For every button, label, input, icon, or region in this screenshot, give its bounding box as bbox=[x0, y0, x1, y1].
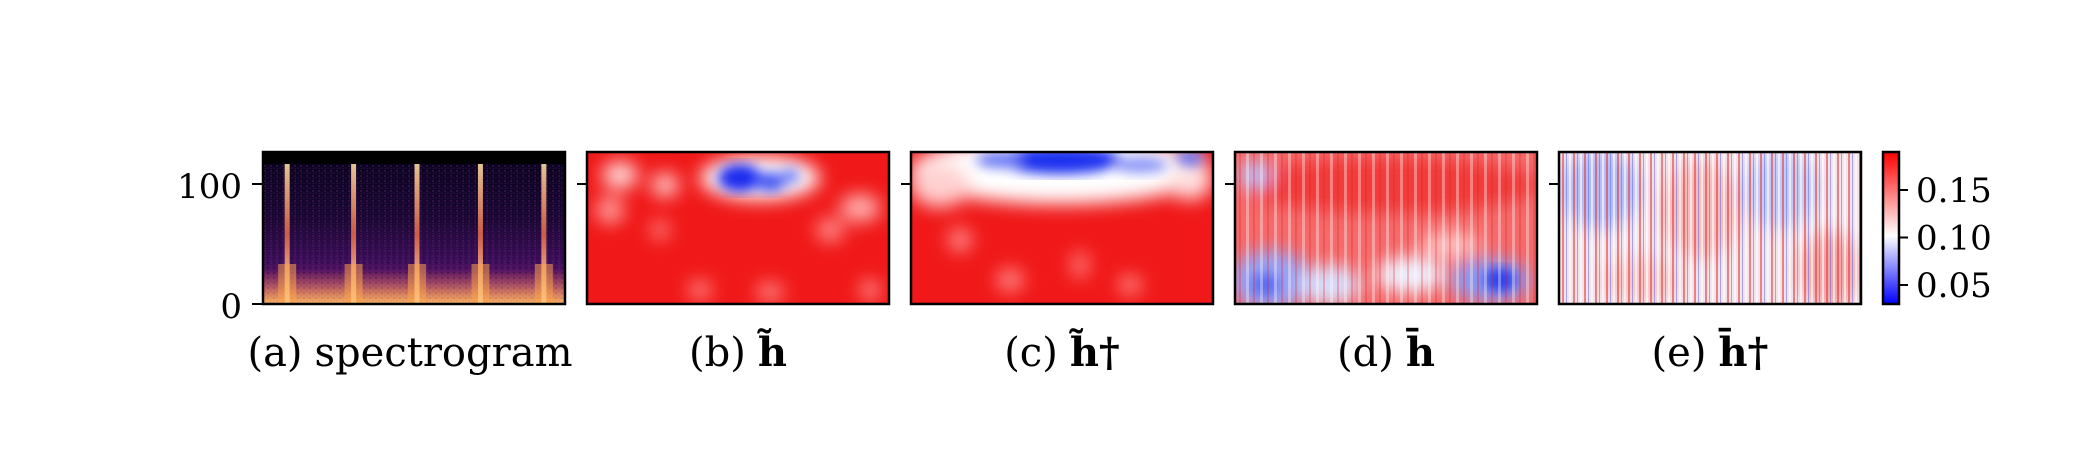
panel-h-bar-frame bbox=[1233, 150, 1539, 306]
caption-c-symbol: h̃† bbox=[1069, 329, 1120, 376]
panel-h-tilde-dagger bbox=[911, 152, 1213, 304]
colorbar-tick-label: 0.10 bbox=[1916, 219, 1992, 259]
panel-h-bar-dagger bbox=[1559, 152, 1861, 304]
caption-e-prefix: (e) bbox=[1651, 330, 1707, 376]
caption-e-symbol: h̄† bbox=[1718, 329, 1769, 376]
spectrogram-onset-glow-4 bbox=[471, 264, 490, 304]
spectrogram-onset-4 bbox=[477, 164, 483, 304]
spectrogram-onset-3 bbox=[414, 164, 420, 304]
spectrogram-onset-5 bbox=[541, 164, 547, 304]
caption-d: (d) h̄ bbox=[1236, 328, 1536, 378]
caption-c: (c) h̃† bbox=[912, 328, 1212, 378]
panel-spectrogram-frame bbox=[261, 150, 567, 306]
ytick-100-label: 100 bbox=[177, 167, 242, 207]
panel-spectrogram bbox=[263, 152, 565, 304]
spectrogram-onset-2 bbox=[351, 164, 357, 304]
colorbar-frame bbox=[1881, 150, 1901, 306]
panel-h-tilde-frame bbox=[585, 150, 891, 306]
panel-h-tilde bbox=[587, 152, 889, 304]
caption-b-symbol: h̃ bbox=[757, 329, 787, 376]
colorbar-tick-label: 0.05 bbox=[1916, 266, 1992, 306]
ytick-0-label: 0 bbox=[220, 287, 242, 327]
spectrogram-onset-glow-2 bbox=[344, 264, 363, 304]
panel-h-bar bbox=[1235, 152, 1537, 304]
caption-b: (b) h̃ bbox=[588, 328, 888, 378]
caption-a: (a) spectrogram bbox=[220, 328, 600, 378]
caption-a-symbol: spectrogram bbox=[314, 330, 573, 376]
panel-h-bar-dagger-frame bbox=[1557, 150, 1863, 306]
spectrogram-onset-glow-3 bbox=[408, 264, 427, 304]
spectrogram-onset-glow-5 bbox=[534, 264, 553, 304]
panel-h-tilde-dagger-frame bbox=[909, 150, 1215, 306]
caption-d-symbol: h̄ bbox=[1405, 329, 1435, 376]
colorbar: 0.05 0.10 0.15 bbox=[1881, 150, 1992, 306]
spectrogram-onset-1 bbox=[284, 164, 290, 304]
caption-d-prefix: (d) bbox=[1337, 330, 1394, 376]
caption-b-prefix: (b) bbox=[689, 330, 746, 376]
colorbar-gradient bbox=[1883, 152, 1899, 304]
caption-a-prefix: (a) bbox=[247, 330, 303, 376]
colorbar-tick-label: 0.15 bbox=[1916, 171, 1992, 211]
spectrogram-y-axis: 100 0 bbox=[177, 167, 263, 327]
spectrogram-onset-glow-1 bbox=[278, 264, 297, 304]
caption-c-prefix: (c) bbox=[1004, 330, 1058, 376]
caption-e: (e) h̄† bbox=[1560, 328, 1860, 378]
